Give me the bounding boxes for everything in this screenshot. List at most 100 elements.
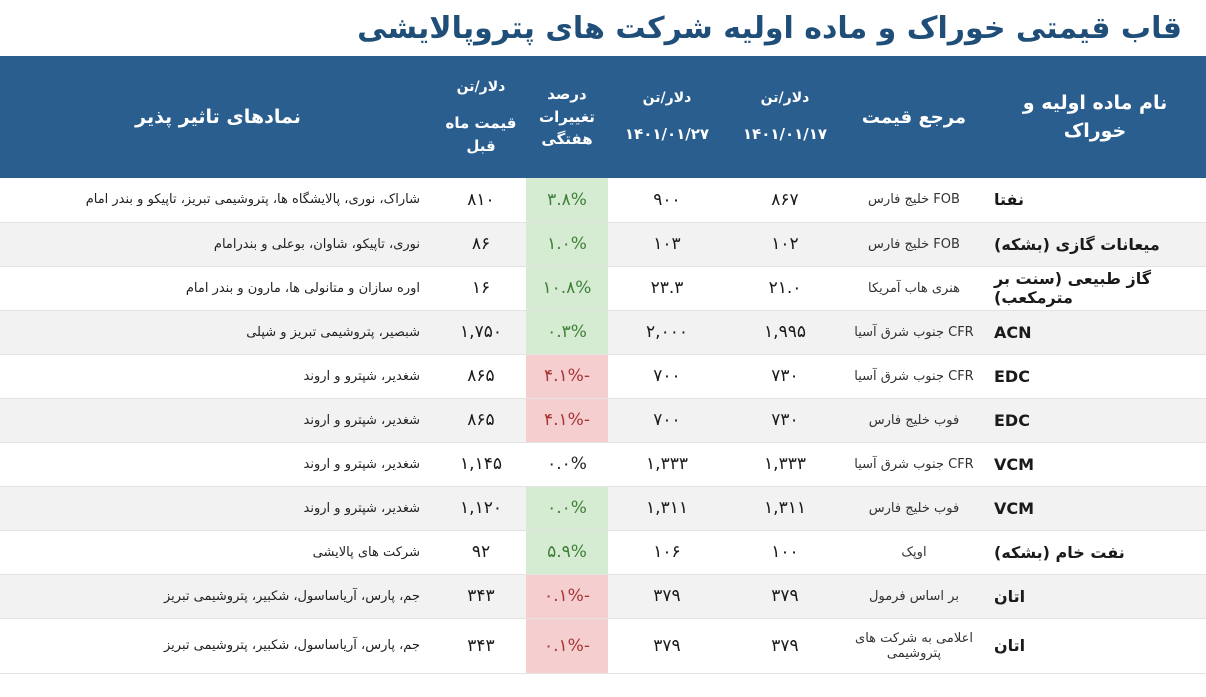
header-affected-symbols: نمادهای تاثیر پذیر	[0, 56, 436, 178]
table-row: VCM فوب خلیج فارس ۱,۳۱۱ ۱,۳۱۱ ۰.۰% ۱,۱۲۰ شغدیر…	[0, 486, 1206, 531]
weekly-change-cell: ۳.۸%	[526, 178, 608, 223]
previous-month-cell: ۱,۱۲۰	[436, 486, 526, 531]
affected-symbols-cell: شبصیر، پتروشیمی تبریز و شپلی	[0, 310, 436, 355]
price-date-1-cell: ۳۷۹	[726, 618, 844, 674]
material-cell: EDC	[984, 398, 1206, 443]
header-prev-label: قیمت ماه قبل	[445, 114, 517, 155]
table-row: EDC CFR جنوب شرق آسیا ۷۳۰ ۷۰۰ -۴.۱% ۸۶۵ شغدیر،…	[0, 354, 1206, 399]
affected-symbols-cell: شغدیر، شپترو و اروند	[0, 486, 436, 531]
previous-month-cell: ۱,۷۵۰	[436, 310, 526, 355]
affected-symbols-cell: جم، پارس، آریاساسول، شکبیر، پتروشیمی تبر…	[0, 574, 436, 619]
table-row: میعانات گازی (بشکه) FOB خلیج فارس ۱۰۲ ۱۰۳ ۱.…	[0, 222, 1206, 267]
material-cell: ACN	[984, 310, 1206, 355]
previous-month-cell: ۸۶	[436, 222, 526, 267]
previous-month-cell: ۳۴۳	[436, 574, 526, 619]
material-cell: VCM	[984, 486, 1206, 531]
table-row: اتان اعلامی به شرکت های پتروشیمی ۳۷۹ ۳۷۹ -۰.…	[0, 618, 1206, 674]
table-body: نفتا FOB خلیج فارس ۸۶۷ ۹۰۰ ۳.۸% ۸۱۰ شاراک، نور…	[0, 178, 1206, 674]
material-cell: نفتا	[984, 178, 1206, 223]
price-reference-cell: CFR جنوب شرق آسیا	[844, 442, 984, 487]
price-date-1-cell: ۸۶۷	[726, 178, 844, 223]
page-title: قاب قیمتی خوراک و ماده اولیه شرکت های پت…	[0, 0, 1206, 56]
price-date-1-cell: ۷۳۰	[726, 354, 844, 399]
header-material: نام ماده اولیه و خوراک	[984, 56, 1206, 178]
affected-symbols-cell: شرکت های پالایشی	[0, 530, 436, 575]
price-reference-cell: فوب خلیج فارس	[844, 486, 984, 531]
price-date-2-cell: ۹۰۰	[608, 178, 726, 223]
price-reference-cell: هنری هاب آمریکا	[844, 266, 984, 311]
previous-month-cell: ۹۲	[436, 530, 526, 575]
table-row: نفت خام (بشکه) اوپک ۱۰۰ ۱۰۶ ۵.۹% ۹۲ شرکت های پ…	[0, 530, 1206, 575]
weekly-change-cell: ۱.۰%	[526, 222, 608, 267]
price-date-2-cell: ۱,۳۳۳	[608, 442, 726, 487]
material-cell: گاز طبیعی (سنت بر مترمکعب)	[984, 266, 1206, 311]
price-date-1-cell: ۷۳۰	[726, 398, 844, 443]
header-price-date-1: دلار/تن ۱۴۰۱/۰۱/۱۷	[726, 56, 844, 178]
previous-month-cell: ۱۶	[436, 266, 526, 311]
price-date-1-cell: ۱,۹۹۵	[726, 310, 844, 355]
material-cell: VCM	[984, 442, 1206, 487]
affected-symbols-cell: نوری، تاپیکو، شاوان، بوعلی و بندرامام	[0, 222, 436, 267]
table-row: VCM CFR جنوب شرق آسیا ۱,۳۳۳ ۱,۳۳۳ ۰.۰% ۱,۱۴۵ ش…	[0, 442, 1206, 487]
table-row: ACN CFR جنوب شرق آسیا ۱,۹۹۵ ۲,۰۰۰ ۰.۳% ۱,۷۵۰ ش…	[0, 310, 1206, 355]
price-date-2-cell: ۱,۳۱۱	[608, 486, 726, 531]
price-date-1-cell: ۱۰۰	[726, 530, 844, 575]
price-reference-cell: اوپک	[844, 530, 984, 575]
weekly-change-cell: ۵.۹%	[526, 530, 608, 575]
affected-symbols-cell: شغدیر، شپترو و اروند	[0, 354, 436, 399]
price-reference-cell: اعلامی به شرکت های پتروشیمی	[844, 618, 984, 674]
header-price-date-2: دلار/تن ۱۴۰۱/۰۱/۲۷	[608, 56, 726, 178]
header-unit: دلار/تن	[760, 90, 810, 107]
previous-month-cell: ۳۴۳	[436, 618, 526, 674]
material-cell: EDC	[984, 354, 1206, 399]
price-date-2-cell: ۷۰۰	[608, 398, 726, 443]
weekly-change-cell: -۰.۱%	[526, 574, 608, 619]
price-date-2-cell: ۳۷۹	[608, 574, 726, 619]
table-row: نفتا FOB خلیج فارس ۸۶۷ ۹۰۰ ۳.۸% ۸۱۰ شاراک، نور…	[0, 178, 1206, 223]
price-date-1-cell: ۱,۳۳۳	[726, 442, 844, 487]
material-cell: میعانات گازی (بشکه)	[984, 222, 1206, 267]
affected-symbols-cell: شاراک، نوری، پالایشگاه ها، پتروشیمی تبری…	[0, 178, 436, 223]
table-row: EDC فوب خلیج فارس ۷۳۰ ۷۰۰ -۴.۱% ۸۶۵ شغدیر، شپت…	[0, 398, 1206, 443]
previous-month-cell: ۱,۱۴۵	[436, 442, 526, 487]
material-cell: اتان	[984, 574, 1206, 619]
header-date: ۱۴۰۱/۰۱/۱۷	[742, 125, 828, 144]
weekly-change-cell: ۰.۰%	[526, 486, 608, 531]
price-reference-cell: CFR جنوب شرق آسیا	[844, 354, 984, 399]
price-date-2-cell: ۱۰۳	[608, 222, 726, 267]
price-date-1-cell: ۳۷۹	[726, 574, 844, 619]
price-reference-cell: FOB خلیج فارس	[844, 222, 984, 267]
price-date-2-cell: ۲۳.۳	[608, 266, 726, 311]
price-date-2-cell: ۱۰۶	[608, 530, 726, 575]
affected-symbols-cell: شغدیر، شپترو و اروند	[0, 442, 436, 487]
weekly-change-cell: ۱۰.۸%	[526, 266, 608, 311]
price-date-1-cell: ۱۰۲	[726, 222, 844, 267]
price-date-2-cell: ۲,۰۰۰	[608, 310, 726, 355]
weekly-change-cell: -۴.۱%	[526, 398, 608, 443]
price-date-2-cell: ۳۷۹	[608, 618, 726, 674]
material-cell: نفت خام (بشکه)	[984, 530, 1206, 575]
table-header-row: نام ماده اولیه و خوراک مرجع قیمت دلار/تن…	[0, 56, 1206, 178]
price-reference-cell: فوب خلیج فارس	[844, 398, 984, 443]
header-weekly-change: درصد تغییرات هفتگی	[526, 56, 608, 178]
header-date: ۱۴۰۱/۰۱/۲۷	[624, 125, 710, 144]
price-date-1-cell: ۲۱.۰	[726, 266, 844, 311]
affected-symbols-cell: شغدیر، شپترو و اروند	[0, 398, 436, 443]
price-date-2-cell: ۷۰۰	[608, 354, 726, 399]
material-cell: اتان	[984, 618, 1206, 674]
table-row: گاز طبیعی (سنت بر مترمکعب) هنری هاب آمریک…	[0, 266, 1206, 311]
previous-month-cell: ۸۱۰	[436, 178, 526, 223]
weekly-change-cell: ۰.۳%	[526, 310, 608, 355]
header-unit: دلار/تن	[456, 79, 506, 95]
weekly-change-cell: -۰.۱%	[526, 618, 608, 674]
previous-month-cell: ۸۶۵	[436, 398, 526, 443]
header-previous-month: دلار/تن قیمت ماه قبل	[436, 56, 526, 178]
weekly-change-cell: -۴.۱%	[526, 354, 608, 399]
header-unit: دلار/تن	[642, 90, 692, 107]
previous-month-cell: ۸۶۵	[436, 354, 526, 399]
weekly-change-cell: ۰.۰%	[526, 442, 608, 487]
affected-symbols-cell: اوره سازان و متانولی ها، مارون و بندر ام…	[0, 266, 436, 311]
price-table: نام ماده اولیه و خوراک مرجع قیمت دلار/تن…	[0, 56, 1206, 674]
affected-symbols-cell: جم، پارس، آریاساسول، شکبیر، پتروشیمی تبر…	[0, 618, 436, 674]
